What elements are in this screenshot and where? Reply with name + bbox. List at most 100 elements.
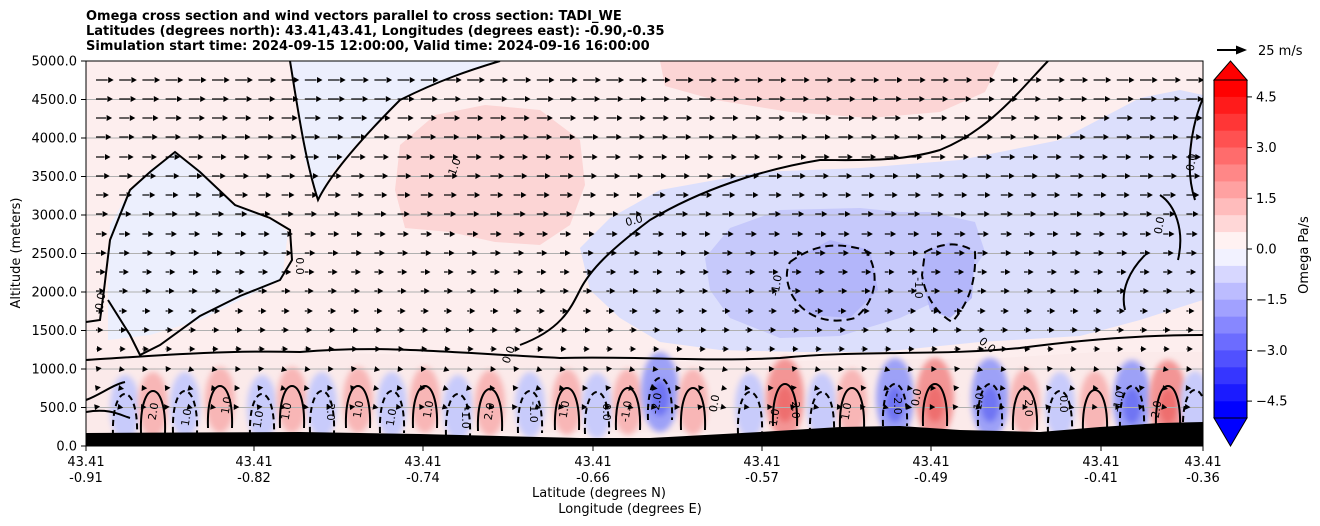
wind-vector (908, 327, 916, 333)
wind-vector (1116, 269, 1127, 275)
wind-vector (165, 192, 179, 198)
wind-vector (328, 231, 340, 237)
wind-vector (861, 192, 875, 198)
wind-vector (745, 346, 753, 352)
wind-vector (1140, 269, 1150, 275)
wind-vector (560, 77, 578, 83)
wind-vector (722, 211, 735, 217)
plot-area: 0.0 0.0 1.0 0.0 0.0 -1.0 -1.0 0.0 0.0 0.0 2.0 1.0 1.… (85, 60, 1204, 447)
wind-vector (815, 346, 822, 352)
wind-vector (351, 250, 362, 256)
wind-vector (397, 173, 412, 179)
wind-vector (1000, 192, 1014, 198)
wind-vector (722, 288, 732, 294)
wind-vector (583, 288, 593, 294)
wind-vector (210, 384, 217, 391)
contour-negative (785, 244, 876, 322)
wind-vector (699, 115, 716, 121)
wind-vector (420, 154, 436, 160)
wind-vector (234, 384, 241, 391)
wind-vector (699, 77, 717, 83)
wind-vector (444, 173, 458, 179)
wind-vector (838, 250, 849, 256)
wind-vector (629, 269, 640, 275)
wind-vector (1163, 211, 1176, 217)
wind-vector (212, 211, 225, 217)
wind-vector (1116, 250, 1128, 256)
wind-vector (1024, 154, 1039, 160)
wind-vector (954, 115, 971, 121)
wind-vector (977, 134, 993, 140)
contour-label: 2.0 (146, 402, 162, 421)
omega-cell (735, 373, 765, 439)
wind-vector (676, 308, 685, 314)
wind-vector (699, 308, 708, 314)
wind-vector (1140, 96, 1157, 102)
wind-vector (837, 384, 844, 391)
wind-vector (258, 288, 268, 294)
wind-vector (281, 346, 289, 352)
wind-vector (583, 346, 590, 352)
wind-vector (1138, 385, 1145, 392)
wind-vector (767, 404, 773, 411)
wind-vector (258, 154, 273, 160)
wind-vector (745, 77, 764, 83)
wind-vector (119, 250, 130, 256)
wind-vector (1116, 308, 1125, 314)
wind-vector (1116, 231, 1129, 237)
wind-vector (374, 250, 385, 256)
wind-vector (490, 192, 504, 198)
wind-vector (1069, 366, 1076, 372)
wind-vector (652, 154, 668, 160)
wind-vector (490, 154, 505, 160)
wind-vector (303, 403, 309, 410)
wind-vector (1093, 173, 1108, 179)
colorbar-band (1214, 367, 1247, 385)
wind-vector (164, 385, 171, 392)
wind-vector (1000, 327, 1009, 333)
contour-positive (553, 387, 581, 431)
wind-vector (606, 192, 620, 198)
wind-vector (1140, 231, 1152, 237)
colorbar-band (1214, 282, 1247, 300)
contour-positive (1011, 387, 1039, 431)
wind-vector (513, 288, 523, 294)
wind-vector (720, 403, 727, 410)
wind-vector (606, 77, 625, 83)
wind-vector (768, 192, 782, 198)
contour-label: -1.0 (459, 407, 472, 428)
wind-vector (142, 154, 157, 160)
omega-region (108, 152, 288, 340)
wind-vector (444, 154, 459, 160)
wind-vector (1047, 365, 1053, 372)
y-tick-label: 2500.0 (32, 247, 78, 262)
wind-vector (838, 115, 855, 121)
wind-vector (536, 96, 554, 102)
wind-vector (304, 250, 316, 256)
colorbar-band (1214, 384, 1247, 402)
x-axis-label-longitude: Longitude (degrees E) (558, 502, 702, 517)
wind-vector (304, 192, 318, 198)
contour-label: 1.0 (557, 400, 573, 419)
wind-vector (1163, 269, 1173, 275)
wind-vector (768, 327, 777, 333)
wind-vector (444, 288, 453, 294)
wind-vector (1140, 308, 1149, 314)
omega-cell-core (981, 386, 999, 422)
wind-vector (1093, 366, 1100, 373)
wind-vector (304, 115, 321, 121)
omega-cell (1045, 372, 1075, 438)
wind-vector (1091, 403, 1098, 410)
wind-vector (722, 77, 741, 83)
wind-vector (165, 231, 177, 237)
wind-vector (303, 384, 310, 391)
wind-vector (1163, 134, 1179, 140)
wind-vector (397, 154, 413, 160)
wind-vector (165, 308, 174, 314)
wind-vector (699, 231, 711, 237)
wind-vector (281, 211, 294, 217)
wind-vector (536, 366, 543, 372)
wind-vector (258, 327, 266, 333)
wind-vector (1093, 192, 1107, 198)
